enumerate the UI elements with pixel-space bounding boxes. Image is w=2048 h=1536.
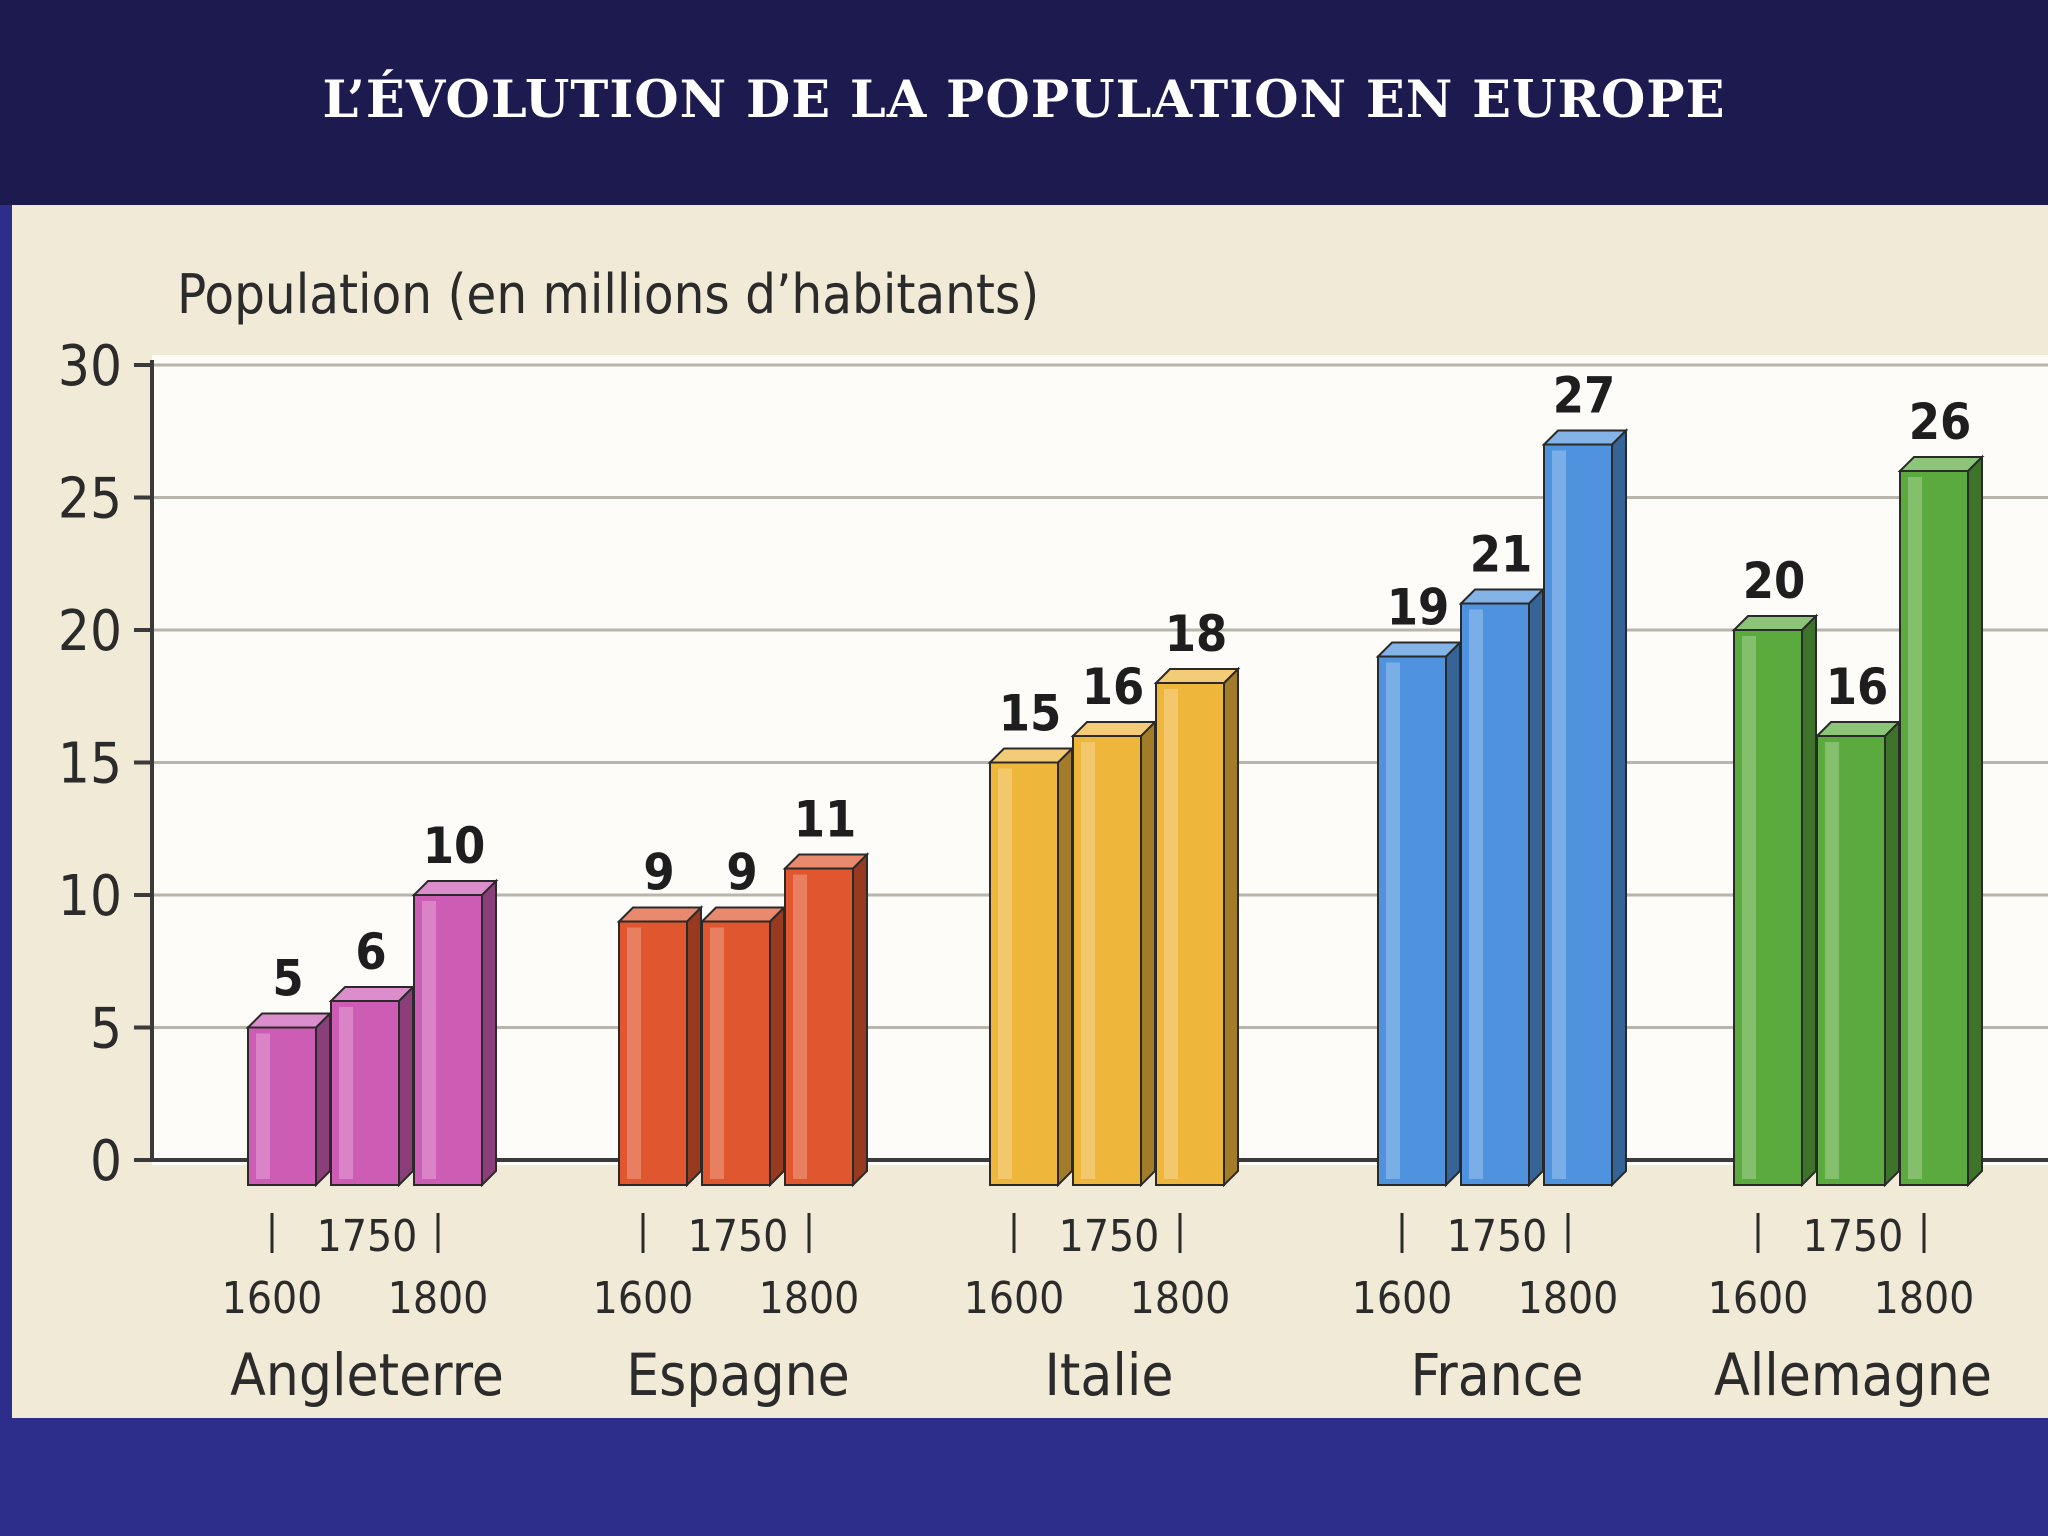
bar-side xyxy=(1884,719,1900,1188)
x-tick-label: 1600 xyxy=(593,1273,694,1324)
data-label: 10 xyxy=(423,817,486,875)
bar-top xyxy=(328,986,416,1002)
bar-side xyxy=(1967,454,1983,1188)
x-tick-label: 1600 xyxy=(964,1273,1065,1324)
data-label: 18 xyxy=(1165,605,1228,663)
data-label: 9 xyxy=(643,844,674,902)
y-tick-label: 0 xyxy=(90,1129,122,1194)
bar-side xyxy=(1528,587,1544,1188)
x-tick-label: 1600 xyxy=(1352,1273,1453,1324)
bar-side xyxy=(1057,746,1073,1188)
data-label: 5 xyxy=(272,950,303,1008)
data-label: 16 xyxy=(1826,658,1889,716)
bar-top xyxy=(1541,429,1629,446)
bar-top xyxy=(1375,641,1463,658)
data-label: 6 xyxy=(355,923,386,981)
bar-side xyxy=(1445,640,1461,1188)
group-label: Italie xyxy=(1045,1341,1174,1409)
x-tick-label: 1800 xyxy=(1874,1273,1975,1324)
population-bar-chart: Population (en millions d’habitants) 0 5 1… xyxy=(58,263,2048,1409)
y-tick-label: 15 xyxy=(58,732,122,797)
bar-top xyxy=(1153,668,1241,684)
y-tick-label: 10 xyxy=(58,864,122,929)
bar-side xyxy=(1611,428,1627,1188)
bar-highlight xyxy=(256,1033,270,1179)
data-label: 11 xyxy=(794,791,857,849)
chart-title: Population (en millions d’habitants) xyxy=(177,263,1039,326)
data-label: 16 xyxy=(1082,658,1145,716)
bar-highlight xyxy=(1825,742,1839,1179)
data-label: 27 xyxy=(1553,367,1616,425)
x-tick-label: 1600 xyxy=(1708,1273,1809,1324)
x-tick-label: 1750 xyxy=(317,1211,418,1262)
bar-top xyxy=(782,853,870,870)
y-tick-label: 25 xyxy=(58,467,122,532)
bar-top xyxy=(699,906,787,923)
bar-side xyxy=(769,905,785,1188)
bar-highlight xyxy=(422,901,436,1179)
x-tick-label: 1750 xyxy=(1059,1211,1160,1262)
bar-top xyxy=(1070,721,1158,737)
group-label: Espagne xyxy=(626,1341,850,1409)
data-label: 15 xyxy=(999,685,1062,743)
bar-side xyxy=(481,878,497,1188)
slide-title: L’ÉVOLUTION DE LA POPULATION EN EUROPE xyxy=(322,70,1726,130)
data-label: 26 xyxy=(1909,393,1972,451)
group-label: Allemagne xyxy=(1714,1341,1992,1409)
bar-highlight xyxy=(1386,662,1400,1179)
y-tick-label: 30 xyxy=(58,334,122,399)
data-label: 21 xyxy=(1470,526,1533,584)
x-tick-label: 1800 xyxy=(1130,1273,1231,1324)
bar-side xyxy=(1223,666,1239,1188)
bar-highlight xyxy=(793,874,807,1179)
y-tick-label: 20 xyxy=(58,599,122,664)
group-label: France xyxy=(1410,1341,1583,1409)
x-tick-label: 1800 xyxy=(1518,1273,1619,1324)
bar-top xyxy=(1897,456,1985,472)
data-label: 20 xyxy=(1743,552,1806,610)
chart-panel: Population (en millions d’habitants) 0 5 1… xyxy=(12,205,2048,1418)
bar-side xyxy=(1801,613,1817,1188)
bar-highlight xyxy=(1552,450,1566,1179)
bar-highlight xyxy=(1081,742,1095,1179)
bar-highlight xyxy=(1469,609,1483,1179)
bar-top xyxy=(1458,588,1546,605)
bar-side xyxy=(398,984,414,1188)
bar-highlight xyxy=(627,927,641,1179)
title-band xyxy=(0,0,2048,205)
bar-top xyxy=(411,880,499,896)
x-tick-label: 1800 xyxy=(759,1273,860,1324)
bar-highlight xyxy=(1908,477,1922,1179)
data-label: 19 xyxy=(1387,579,1450,637)
bar-side xyxy=(315,1011,331,1188)
bar-side xyxy=(852,852,868,1188)
x-tick-label: 1750 xyxy=(688,1211,789,1262)
bar-highlight xyxy=(710,927,724,1179)
y-tick-label: 5 xyxy=(90,997,122,1062)
group-label: Angleterre xyxy=(230,1341,504,1409)
x-tick-label: 1600 xyxy=(222,1273,323,1324)
bar-side xyxy=(686,905,702,1188)
bar-highlight xyxy=(339,1007,353,1179)
bar-top xyxy=(245,1012,333,1029)
bar-top xyxy=(1814,721,1902,737)
bar-top xyxy=(987,747,1075,764)
x-tick-label: 1750 xyxy=(1447,1211,1548,1262)
x-tick-label: 1750 xyxy=(1803,1211,1904,1262)
bar-top xyxy=(616,906,704,923)
data-label: 9 xyxy=(726,844,757,902)
bar-highlight xyxy=(1164,689,1178,1179)
bar-highlight xyxy=(998,768,1012,1179)
x-tick-label: 1800 xyxy=(388,1273,489,1324)
bar-side xyxy=(1140,719,1156,1188)
bar-highlight xyxy=(1742,636,1756,1179)
bar-top xyxy=(1731,615,1819,631)
